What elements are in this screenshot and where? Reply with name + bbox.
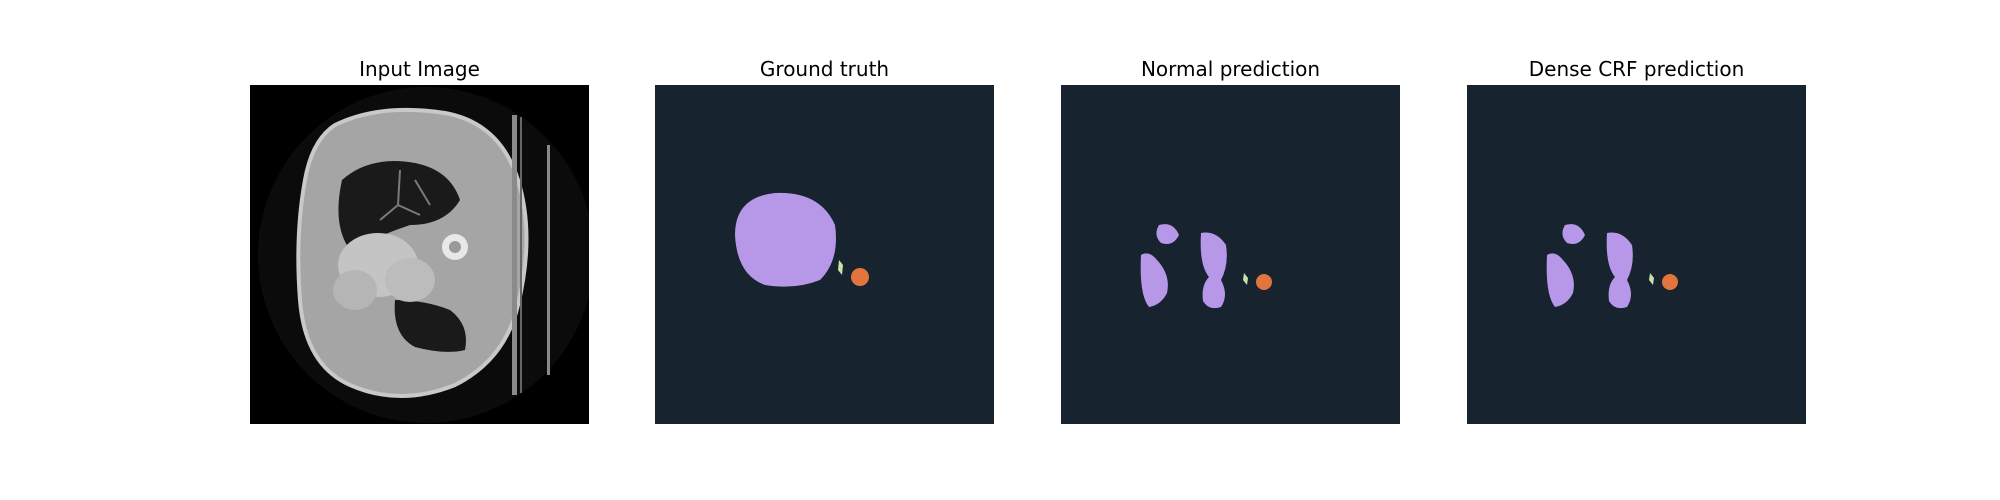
panel-title: Input Image (359, 57, 480, 81)
panel-title: Ground truth (759, 57, 890, 81)
panel-title: Dense CRF prediction (1528, 57, 1745, 81)
panel-input-image: Input Image (250, 57, 589, 440)
panel-title: Normal prediction (1140, 57, 1321, 81)
panel-ground-truth: Ground truth (655, 57, 994, 440)
ct-scan-image (250, 85, 589, 424)
panel-dense-crf-prediction: Dense CRF prediction (1467, 57, 1806, 440)
normal-prediction-mask (1061, 85, 1400, 424)
panel-normal-prediction: Normal prediction (1061, 57, 1400, 440)
dense-crf-prediction-mask (1467, 85, 1806, 424)
ground-truth-mask (655, 85, 994, 424)
